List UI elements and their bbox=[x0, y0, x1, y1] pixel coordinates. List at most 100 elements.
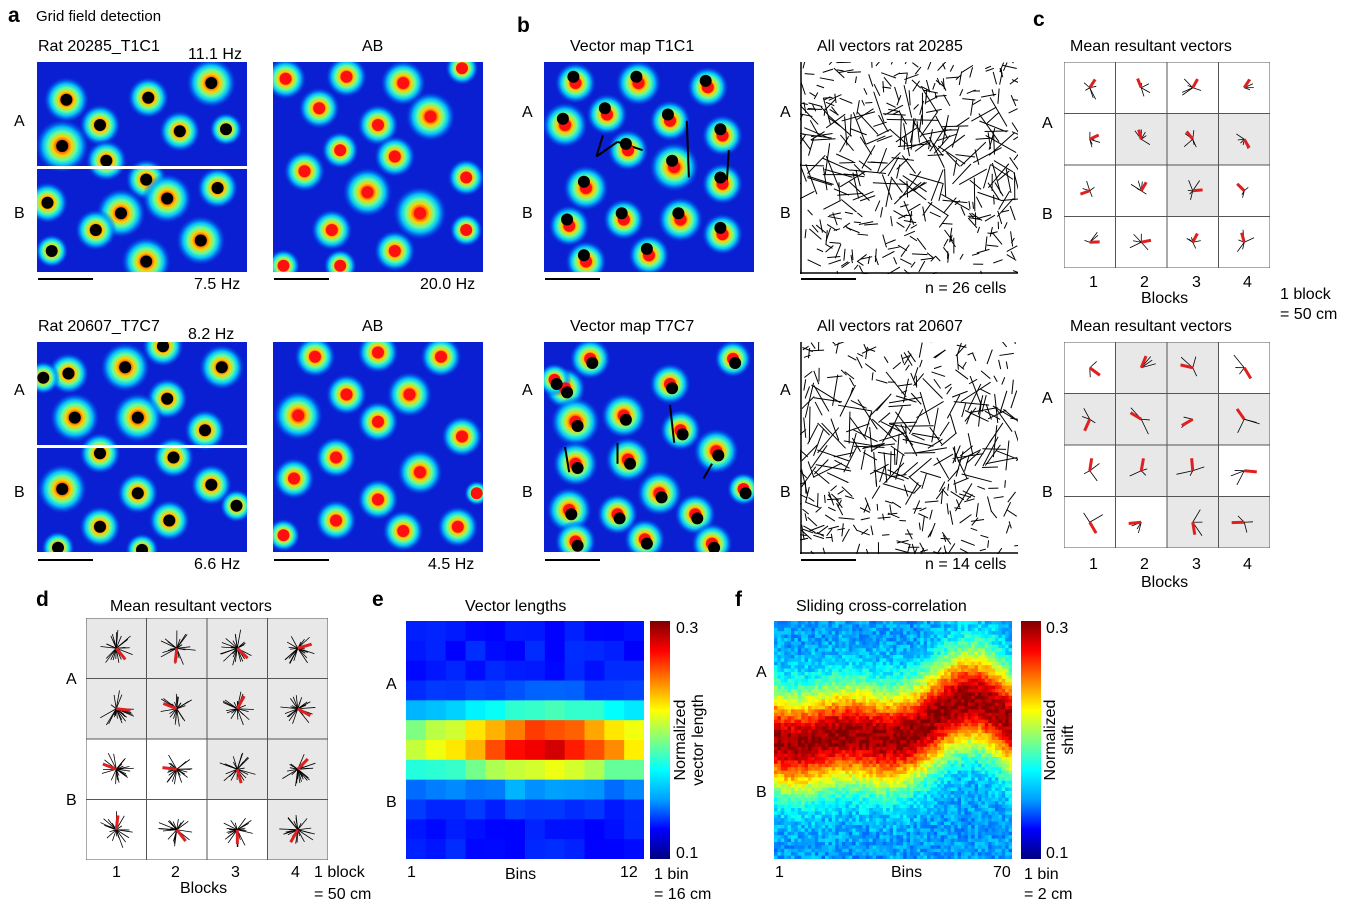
shift-vector bbox=[887, 266, 901, 274]
heatmap-cell bbox=[910, 702, 914, 707]
heatmap-cell bbox=[811, 719, 816, 724]
heatmap-cell bbox=[893, 644, 897, 649]
heatmap-cell bbox=[780, 627, 785, 632]
heatmap-cell bbox=[967, 634, 972, 639]
heatmap-cell bbox=[978, 692, 982, 697]
heatmap-cell bbox=[1008, 726, 1012, 731]
heatmap-cell bbox=[869, 763, 874, 768]
heatmap-cell bbox=[787, 634, 792, 639]
heatmap-cell bbox=[828, 767, 833, 772]
vector-line bbox=[173, 708, 178, 719]
heatmap-cell bbox=[787, 655, 792, 659]
heatmap-cell bbox=[967, 743, 972, 748]
heatmap-cell bbox=[831, 621, 836, 625]
heatmap-cell bbox=[852, 746, 857, 751]
heatmap-cell bbox=[882, 661, 887, 666]
shift-vector bbox=[883, 76, 892, 87]
heatmap-cell bbox=[1005, 621, 1010, 625]
heatmap-cell bbox=[811, 740, 816, 744]
heatmap-cell bbox=[777, 692, 782, 697]
heatmap-cell bbox=[910, 685, 914, 690]
shift-vector bbox=[916, 121, 920, 143]
heatmap-cell bbox=[804, 658, 809, 663]
shift-vector bbox=[961, 403, 967, 418]
heatmap-cell bbox=[950, 634, 955, 639]
heatmap-cell bbox=[865, 675, 870, 680]
heatmap-cell bbox=[564, 660, 586, 682]
shift-vector bbox=[857, 399, 878, 430]
heatmap-cell bbox=[889, 699, 894, 704]
heatmap-cell bbox=[991, 672, 996, 676]
shift-vector bbox=[823, 96, 831, 101]
heatmap-cell bbox=[865, 753, 870, 758]
heatmap-cell bbox=[774, 763, 778, 768]
heatmap-cell bbox=[784, 661, 789, 666]
shift-vector bbox=[921, 473, 927, 489]
heatmap-cell bbox=[998, 631, 1003, 636]
heatmap-cell bbox=[964, 658, 969, 663]
heatmap-cell bbox=[848, 665, 853, 670]
heatmap-cell bbox=[784, 621, 789, 625]
vector-line bbox=[115, 635, 122, 649]
heatmap-cell bbox=[465, 621, 486, 642]
heatmap-cell bbox=[896, 638, 901, 642]
heatmap-cell bbox=[923, 689, 928, 693]
e-title: Vector lengths bbox=[465, 598, 567, 615]
heatmap-cell bbox=[406, 819, 427, 840]
heatmap-cell bbox=[818, 750, 823, 755]
heatmap-cell bbox=[889, 746, 894, 751]
heatmap-cell bbox=[930, 638, 935, 642]
heatmap-cell bbox=[1008, 661, 1012, 666]
shift-vector bbox=[881, 174, 893, 201]
heatmap-cell bbox=[859, 750, 863, 755]
heatmap-cell bbox=[882, 689, 887, 693]
heatmap-cell bbox=[957, 726, 962, 731]
heatmap-cell bbox=[842, 651, 846, 656]
shift-vector bbox=[823, 200, 841, 210]
heatmap-cell bbox=[828, 760, 833, 765]
heatmap-cell bbox=[780, 763, 785, 768]
heatmap-cell bbox=[825, 743, 829, 748]
heatmap-cell bbox=[774, 760, 778, 765]
heatmap-cell bbox=[957, 689, 962, 693]
heatmap-cell bbox=[981, 627, 986, 632]
e-cbar-max: 0.3 bbox=[676, 620, 699, 637]
heatmap-cell bbox=[845, 624, 850, 629]
heatmap-cell bbox=[485, 819, 506, 840]
heatmap-cell bbox=[893, 658, 897, 663]
shift-vector bbox=[849, 387, 854, 397]
heatmap-cell bbox=[882, 719, 887, 724]
heatmap-cell bbox=[995, 682, 999, 687]
vector-line bbox=[158, 827, 177, 831]
shift-vector bbox=[914, 66, 922, 75]
heatmap-cell bbox=[995, 658, 999, 663]
heatmap-cell bbox=[920, 736, 925, 741]
shift-vector bbox=[949, 510, 954, 525]
heatmap-cell bbox=[961, 668, 965, 673]
heatmap-cell bbox=[971, 661, 976, 666]
heatmap-cell bbox=[971, 678, 976, 683]
heatmap-cell bbox=[835, 682, 840, 687]
shift-vector bbox=[982, 436, 999, 467]
heatmap-cell bbox=[845, 675, 850, 680]
heatmap-cell bbox=[876, 627, 880, 632]
heatmap-cell bbox=[835, 678, 840, 683]
heatmap-cell bbox=[903, 757, 908, 761]
vector-line bbox=[1084, 240, 1090, 243]
heatmap-cell bbox=[967, 651, 972, 656]
heatmap-cell bbox=[801, 716, 806, 721]
heatmap-cell bbox=[842, 692, 846, 697]
mean-resultant-vector bbox=[1242, 366, 1253, 380]
heatmap-cell bbox=[995, 651, 999, 656]
shift-vector bbox=[980, 93, 997, 98]
heatmap-cell bbox=[957, 675, 962, 680]
heatmap-cell bbox=[916, 753, 921, 758]
heatmap-cell bbox=[971, 682, 976, 687]
heatmap-cell bbox=[828, 658, 833, 663]
heatmap-cell bbox=[777, 746, 782, 751]
heatmap-cell bbox=[852, 760, 857, 765]
heatmap-cell bbox=[906, 736, 911, 741]
heatmap-cell bbox=[804, 723, 809, 727]
heatmap-cell bbox=[869, 706, 874, 710]
heatmap-cell bbox=[913, 655, 918, 659]
